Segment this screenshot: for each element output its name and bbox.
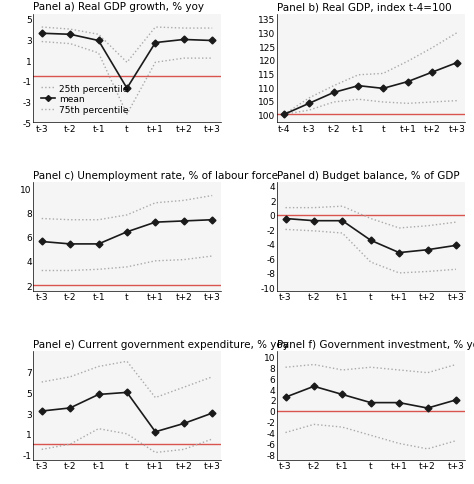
- Text: Panel f) Government investment, % yoy: Panel f) Government investment, % yoy: [277, 339, 474, 349]
- Text: Panel d) Budget balance, % of GDP: Panel d) Budget balance, % of GDP: [277, 171, 460, 181]
- Text: Panel e) Current government expenditure, % yoy: Panel e) Current government expenditure,…: [33, 339, 289, 349]
- Text: Panel b) Real GDP, index t-4=100: Panel b) Real GDP, index t-4=100: [277, 2, 452, 13]
- Legend: 25th percentile, mean, 75th percentile: 25th percentile, mean, 75th percentile: [38, 81, 132, 119]
- Text: Panel c) Unemployment rate, % of labour force: Panel c) Unemployment rate, % of labour …: [33, 171, 278, 181]
- Text: Panel a) Real GDP growth, % yoy: Panel a) Real GDP growth, % yoy: [33, 2, 204, 13]
